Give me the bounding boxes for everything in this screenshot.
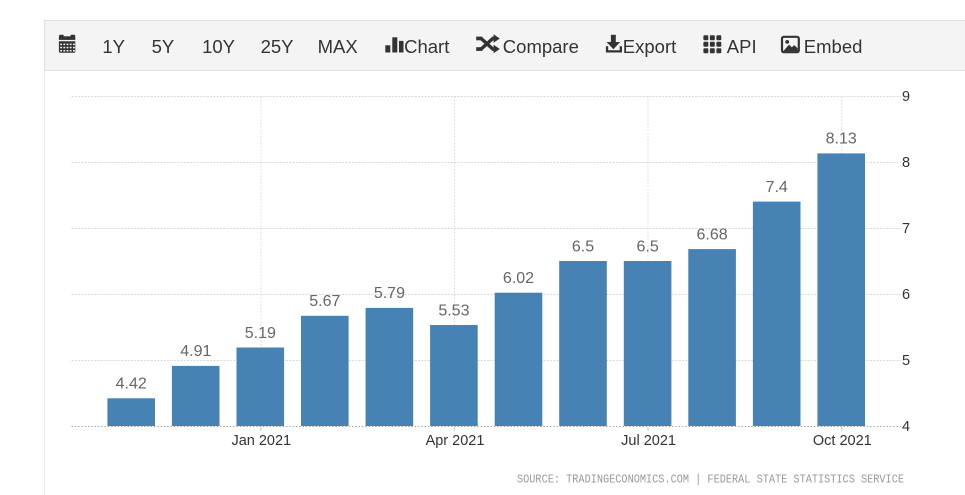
svg-text:6.5: 6.5 (636, 238, 658, 255)
svg-text:8: 8 (902, 155, 910, 171)
svg-text:SOURCE: TRADINGECONOMICS.COM |: SOURCE: TRADINGECONOMICS.COM | FEDERAL S… (517, 472, 904, 486)
svg-text:6: 6 (902, 287, 910, 303)
svg-text:Oct 2021: Oct 2021 (813, 433, 872, 449)
svg-text:5.67: 5.67 (309, 293, 340, 310)
svg-text:6.5: 6.5 (572, 238, 594, 255)
svg-text:6.02: 6.02 (503, 270, 534, 287)
svg-text:5.79: 5.79 (374, 285, 405, 302)
svg-text:8.13: 8.13 (826, 131, 857, 148)
svg-text:Apr 2021: Apr 2021 (426, 433, 485, 449)
svg-text:6.68: 6.68 (697, 226, 728, 243)
svg-text:Jan 2021: Jan 2021 (231, 433, 291, 449)
svg-text:5: 5 (902, 353, 910, 369)
svg-text:5.53: 5.53 (438, 302, 469, 319)
svg-text:4.91: 4.91 (180, 343, 211, 360)
svg-text:7.4: 7.4 (766, 179, 788, 196)
svg-text:4: 4 (902, 419, 910, 435)
svg-text:4.42: 4.42 (116, 376, 147, 393)
svg-text:9: 9 (902, 89, 910, 105)
svg-text:7: 7 (902, 221, 910, 237)
svg-text:Jul 2021: Jul 2021 (621, 433, 676, 449)
svg-text:5.19: 5.19 (245, 325, 276, 342)
